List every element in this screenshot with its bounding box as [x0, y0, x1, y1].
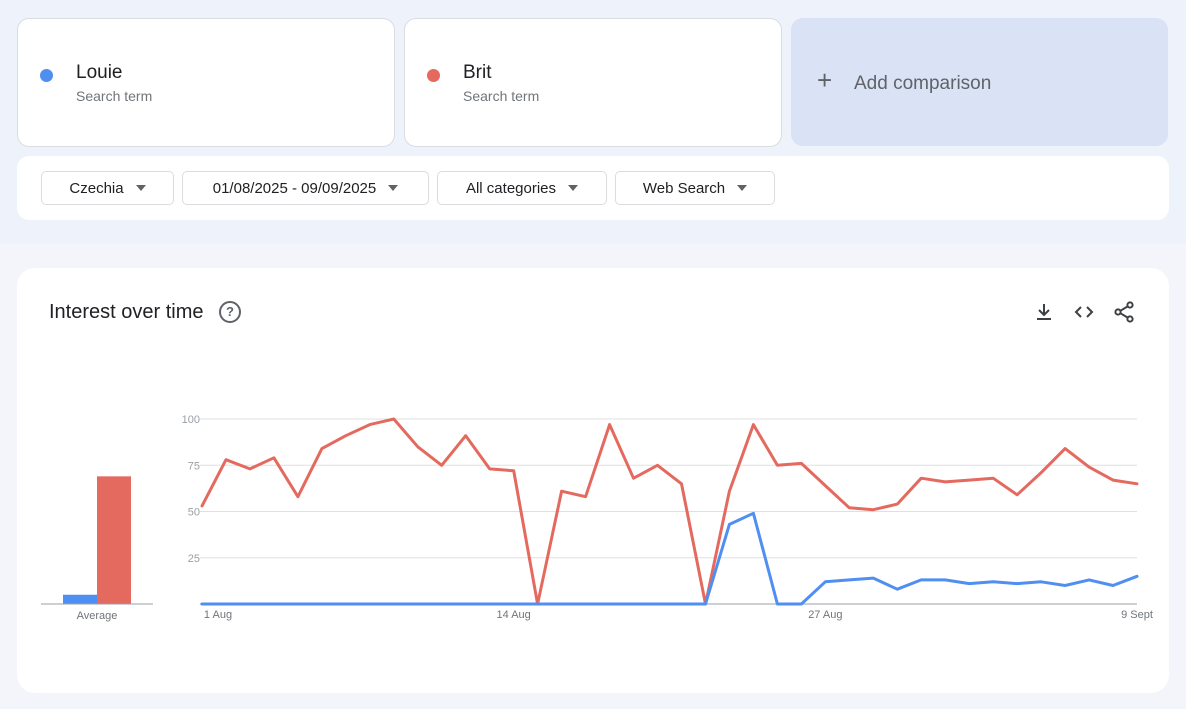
- panel-title: Interest over time: [49, 301, 204, 323]
- y-tick-label: 25: [188, 553, 200, 565]
- region-dropdown[interactable]: Czechia: [41, 171, 174, 205]
- search-term-name: Brit: [463, 62, 492, 83]
- y-tick-label: 100: [182, 414, 200, 426]
- x-tick-label: 14 Aug: [497, 609, 531, 621]
- date-range-value: 01/08/2025 - 09/09/2025: [212, 179, 377, 197]
- search-term-card-louie[interactable]: Louie Search term: [17, 18, 395, 147]
- series-line-louie: [200, 511, 1139, 606]
- average-bar-louie: [63, 594, 97, 604]
- search-term-name: Louie: [76, 62, 123, 83]
- date-range-dropdown[interactable]: 01/08/2025 - 09/09/2025: [182, 171, 429, 205]
- add-comparison-button[interactable]: + Add comparison: [791, 18, 1168, 146]
- x-tick-label: 1 Aug: [204, 609, 232, 621]
- caret-down-icon: [135, 185, 146, 191]
- category-dropdown[interactable]: All categories: [437, 171, 607, 205]
- caret-down-icon: [568, 185, 579, 191]
- caret-down-icon: [737, 185, 748, 191]
- y-tick-label: 50: [188, 507, 200, 519]
- average-label: Average: [77, 610, 118, 622]
- search-term-subtitle: Search term: [76, 88, 153, 104]
- series-color-dot: [427, 69, 440, 82]
- embed-code-icon[interactable]: [1072, 300, 1096, 324]
- add-comparison-label: Add comparison: [854, 73, 992, 94]
- caret-down-icon: [388, 185, 399, 191]
- average-bar-brit: [97, 476, 131, 604]
- plus-icon: +: [817, 65, 833, 95]
- help-circle-icon[interactable]: ?: [219, 301, 241, 323]
- download-icon[interactable]: [1032, 300, 1056, 324]
- search-type-value: Web Search: [642, 179, 726, 197]
- series-line-brit: [200, 417, 1139, 606]
- x-tick-label: 27 Aug: [808, 609, 842, 621]
- search-term-card-brit[interactable]: Brit Search term: [404, 18, 782, 147]
- series-color-dot: [40, 69, 53, 82]
- interest-over-time-panel: Interest over time ? Average 25 50 75 100 1 …: [17, 268, 1169, 693]
- y-tick-label: 75: [188, 460, 200, 472]
- region-value: Czechia: [69, 179, 124, 197]
- search-term-subtitle: Search term: [463, 88, 540, 104]
- interest-chart: Average 25 50 75 100 1 Aug 14 Aug 27 Aug 9 Sept: [41, 414, 1153, 622]
- filter-bar: Czechia 01/08/2025 - 09/09/2025 All cate…: [17, 156, 1169, 220]
- category-value: All categories: [465, 179, 557, 197]
- search-type-dropdown[interactable]: Web Search: [615, 171, 775, 205]
- share-icon[interactable]: [1112, 300, 1136, 324]
- x-tick-label: 9 Sept: [1121, 609, 1153, 621]
